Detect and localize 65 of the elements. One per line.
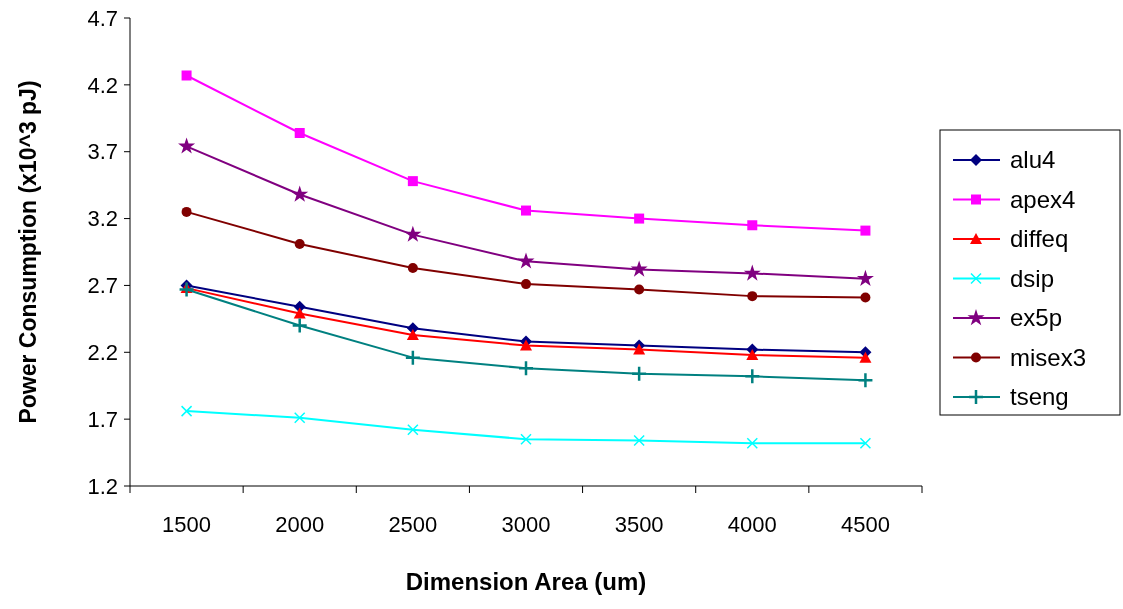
x-tick-label: 4500 [840, 512, 890, 537]
y-tick-label: 2.2 [87, 339, 118, 365]
point [407, 263, 418, 274]
legend-label: diffeq [1010, 225, 1069, 253]
point [860, 292, 871, 303]
legend-label: ex5p [1010, 304, 1063, 332]
x-tick-label: 3500 [614, 512, 664, 537]
point [520, 339, 532, 351]
point [178, 281, 195, 298]
point [633, 434, 645, 447]
point [404, 225, 422, 242]
point [859, 351, 872, 363]
legend-label: apex4 [1010, 185, 1076, 213]
point [291, 185, 309, 202]
legend-label: misex3 [1010, 343, 1087, 371]
point [634, 284, 645, 295]
point [630, 365, 648, 382]
point [746, 437, 759, 449]
point [520, 433, 532, 445]
point [746, 348, 759, 360]
x-tick-label: 2500 [388, 512, 438, 537]
y-tick-label: 1.7 [87, 406, 118, 432]
point [521, 205, 531, 216]
point [294, 238, 305, 249]
point [293, 412, 306, 424]
point [293, 307, 306, 319]
point [634, 213, 645, 224]
x-axis-title: Dimension Area (um) [405, 568, 647, 595]
point [747, 220, 758, 231]
point [859, 437, 872, 449]
point [517, 360, 535, 377]
point [181, 206, 192, 217]
point [856, 269, 874, 286]
y-tick-label: 3.2 [87, 206, 118, 232]
y-tick-label: 4.2 [87, 72, 118, 98]
x-tick-label: 4000 [727, 512, 777, 537]
legend-label: tseng [1010, 383, 1069, 411]
point [181, 70, 192, 81]
point [857, 372, 874, 389]
y-axis-title: Power Consumption (x10^3 pJ) [15, 80, 41, 424]
point [630, 260, 648, 277]
point [747, 291, 758, 302]
point [178, 137, 196, 154]
point [404, 349, 422, 366]
point [407, 424, 419, 436]
point [406, 328, 419, 340]
x-tick-label: 2000 [275, 512, 325, 537]
point [521, 279, 531, 290]
point [517, 252, 535, 269]
point [633, 343, 646, 355]
x-tick-label: 3000 [501, 512, 551, 537]
point [294, 127, 305, 138]
x-tick-label: 1500 [162, 512, 212, 537]
y-tick-label: 4.7 [87, 5, 118, 31]
legend-label: alu4 [1010, 146, 1056, 174]
point [180, 405, 193, 417]
point [291, 317, 308, 334]
point [743, 264, 761, 281]
y-tick-label: 1.2 [87, 473, 118, 499]
point [744, 368, 761, 385]
point [860, 225, 871, 236]
point [407, 176, 418, 187]
legend-label: dsip [1010, 264, 1055, 292]
y-tick-label: 2.7 [87, 273, 118, 299]
y-tick-label: 3.7 [87, 139, 118, 165]
